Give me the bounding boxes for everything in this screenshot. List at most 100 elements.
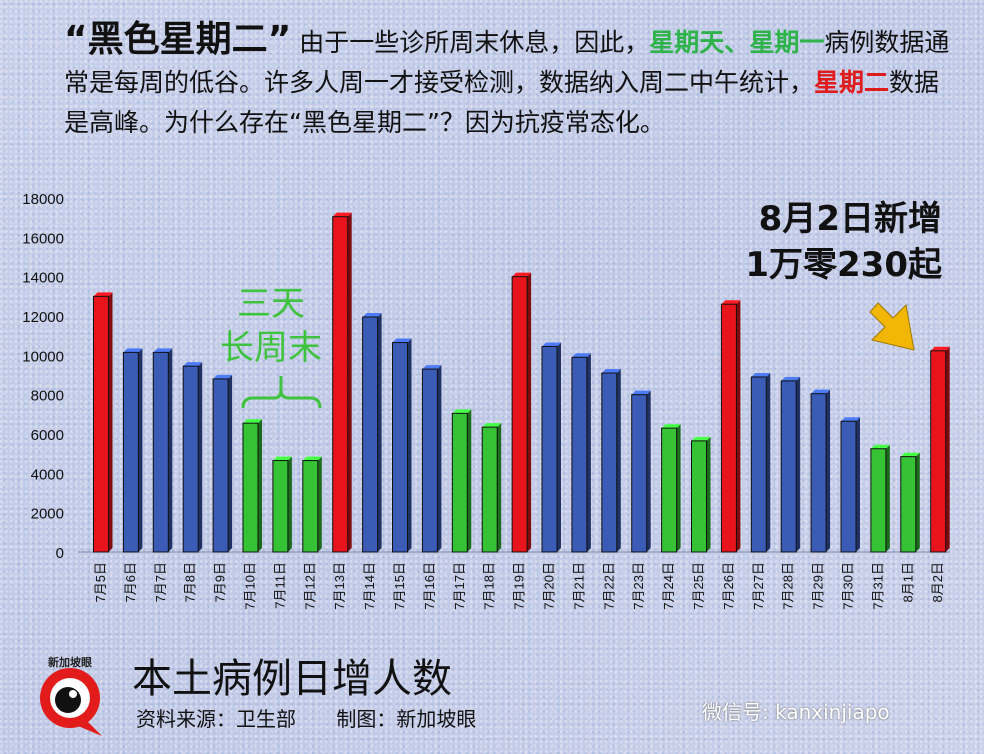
bar-side <box>586 353 591 552</box>
bar <box>93 295 109 553</box>
bar <box>571 356 588 553</box>
chart-title: 本土病例日增人数 <box>132 656 452 702</box>
bar-side <box>527 272 532 552</box>
x-tick-label: 7月10日 <box>243 562 258 610</box>
bar-side <box>796 376 801 552</box>
bar-side <box>377 312 382 552</box>
bar <box>541 345 558 553</box>
callout-line2: 1万零230起 <box>745 245 942 285</box>
x-tick-label: 7月16日 <box>422 562 437 610</box>
x-tick-label: 7月12日 <box>302 562 317 610</box>
bar-top <box>631 390 651 395</box>
bar-side <box>856 417 860 552</box>
y-tick-label: 2000 <box>31 506 64 523</box>
logo-text: 新加坡眼 <box>48 656 92 669</box>
bar-side <box>497 423 502 552</box>
bar-side <box>138 348 143 552</box>
x-tick-label: 7月15日 <box>392 562 407 610</box>
bar-side <box>646 390 651 552</box>
bar-top <box>571 353 591 358</box>
bar-top <box>362 312 382 317</box>
long-weekend-annotation: 三天 长周末 <box>208 282 334 370</box>
x-tick-label: 7月8日 <box>183 562 198 602</box>
bar-top <box>302 456 322 461</box>
bar <box>900 456 917 553</box>
bar <box>362 316 379 553</box>
bar-side <box>228 374 233 552</box>
bar-top <box>691 436 711 441</box>
bar-top <box>781 376 801 381</box>
long-weekend-line1: 三天 <box>237 284 305 324</box>
x-tick-label: 7月19日 <box>512 562 527 610</box>
bar-side <box>437 365 442 552</box>
bar <box>780 380 797 553</box>
bar <box>810 393 827 553</box>
y-tick-label: 6000 <box>31 427 64 444</box>
y-tick-label: 8000 <box>31 388 64 405</box>
bar <box>511 276 528 553</box>
x-tick-label: 7月31日 <box>870 562 885 610</box>
y-tick-label: 10000 <box>22 348 64 365</box>
x-tick-label: 7月27日 <box>751 562 766 610</box>
bar-top <box>721 300 741 305</box>
bar-top <box>183 362 203 367</box>
bar <box>392 342 408 553</box>
bar-side <box>915 452 920 552</box>
bar-top <box>392 338 412 343</box>
bar-top <box>870 444 890 449</box>
bar-side <box>198 362 203 552</box>
bar-top <box>841 417 860 422</box>
bar <box>451 412 468 553</box>
bar-side <box>676 424 681 552</box>
x-tick-label: 7月17日 <box>452 562 467 610</box>
long-weekend-line2: 长周末 <box>220 328 322 368</box>
bar-top <box>811 389 831 394</box>
bar-top <box>243 419 262 424</box>
bar-top <box>512 272 532 277</box>
bar-side <box>706 436 711 552</box>
callout-line1: 8月2日新增 <box>758 199 942 239</box>
header-red1: 星期二 <box>814 68 890 97</box>
header-green1: 星期天、 <box>649 28 750 57</box>
callout-text: 8月2日新增 1万零230起 <box>745 196 942 288</box>
x-tick-label: 7月28日 <box>781 562 796 610</box>
x-tick-label: 7月7日 <box>153 562 168 602</box>
x-tick-label: 7月22日 <box>601 562 616 610</box>
bar <box>242 422 259 553</box>
bar-side <box>736 300 741 552</box>
bar-side <box>258 419 262 552</box>
bar-side <box>766 372 771 552</box>
x-tick-label: 7月9日 <box>213 562 228 602</box>
x-tick-label: 7月26日 <box>721 562 736 610</box>
x-tick-label: 7月25日 <box>691 562 706 610</box>
bar-top <box>900 452 920 457</box>
bar-top <box>751 372 771 377</box>
x-tick-label: 7月11日 <box>272 562 287 609</box>
y-tick-label: 12000 <box>22 309 64 326</box>
bar-side <box>826 389 831 552</box>
x-tick-label: 7月13日 <box>332 562 347 610</box>
x-tick-label: 7月6日 <box>123 562 138 602</box>
bar-top <box>601 369 621 374</box>
bar-top <box>930 346 950 351</box>
x-tick-label: 7月24日 <box>661 562 676 610</box>
bar <box>302 460 319 553</box>
x-tick-label: 7月20日 <box>542 562 557 610</box>
bar-top <box>272 456 292 461</box>
bar <box>631 394 648 553</box>
bar <box>661 427 678 553</box>
bar-side <box>287 456 292 552</box>
bar-top <box>452 409 472 414</box>
x-tick-label: 8月2日 <box>930 562 945 602</box>
bar <box>930 350 947 553</box>
y-tick-label: 18000 <box>22 191 64 208</box>
long-weekend-bracket <box>241 376 322 409</box>
bar-top <box>123 348 143 353</box>
credit-text: 制图：新加坡眼 <box>336 707 477 731</box>
bar <box>870 448 887 553</box>
bar <box>691 440 707 553</box>
bar-side <box>108 292 113 552</box>
bar-side <box>557 342 561 552</box>
bar <box>601 372 618 553</box>
wechat-watermark: 微信号: kanxinjiapo <box>702 700 890 724</box>
